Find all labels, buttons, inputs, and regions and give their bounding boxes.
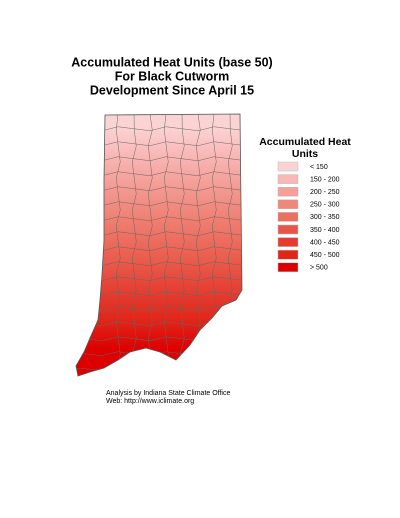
legend-label: 350 - 400: [310, 227, 340, 234]
legend-swatch: [277, 249, 299, 260]
footer-line: Web: http://www.iclimate.org: [106, 398, 194, 405]
legend-label: 250 - 300: [310, 202, 340, 209]
legend-label: 200 - 250: [310, 189, 340, 196]
county-line: [179, 114, 185, 371]
legend-swatch: [277, 174, 299, 184]
title-line: Accumulated Heat Units (base 50): [71, 55, 272, 69]
legend-swatch: [277, 237, 299, 247]
legend-swatch: [277, 262, 299, 273]
legend-swatch: [277, 212, 299, 222]
county-line: [163, 114, 169, 371]
legend-swatch: [277, 161, 299, 172]
county-line: [147, 114, 153, 371]
indiana-map: [75, 113, 243, 377]
title-line: Development Since April 15: [90, 83, 254, 97]
legend-label: < 150: [310, 164, 328, 171]
state-fill: [75, 113, 243, 377]
county-line: [195, 114, 201, 371]
legend: < 150 150 - 200 200 - 250 250 - 300 300 - 35…: [277, 161, 340, 273]
legend-swatch: [277, 199, 299, 210]
county-line: [76, 306, 242, 312]
legend-label: 150 - 200: [310, 176, 340, 183]
legend-label: 400 - 450: [310, 239, 340, 246]
county-line: [115, 114, 121, 371]
footer-line: Analysis by Indiana State Climate Office: [106, 390, 230, 397]
legend-label: 300 - 350: [310, 214, 340, 221]
county-line: [131, 114, 137, 371]
title-line: For Black Cutworm: [115, 69, 230, 83]
legend-title: Units: [292, 148, 318, 160]
legend-label: > 500: [310, 265, 328, 272]
legend-label: 450 - 500: [310, 252, 340, 259]
legend-title: Accumulated Heat: [259, 136, 351, 148]
legend-swatch: [277, 224, 299, 235]
legend-swatch: [277, 186, 299, 197]
